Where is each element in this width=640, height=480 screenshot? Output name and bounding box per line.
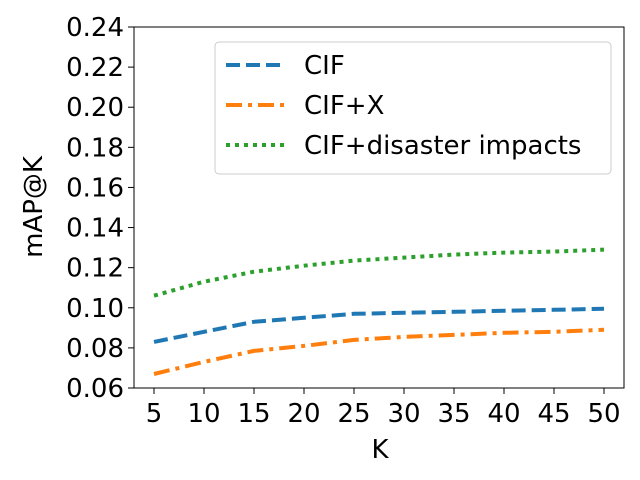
x-tick-label: 10 [187,399,220,429]
x-tick-label: 40 [487,399,520,429]
x-axis-label: K [371,435,389,465]
y-tick-label: 0.20 [66,93,124,123]
y-axis-label: mAP@K [19,155,49,258]
x-tick-label: 20 [287,399,320,429]
y-tick-label: 0.14 [66,214,124,244]
y-tick-label: 0.06 [66,374,124,404]
x-tick-label: 25 [337,399,370,429]
series-line-2 [153,327,605,376]
y-tick-label: 0.22 [66,53,124,83]
y-tick-label: 0.16 [66,173,124,203]
series-line-3 [153,247,605,298]
x-axis-ticks: 5 10 15 20 25 30 35 40 45 50 [146,388,621,429]
legend-label: CIF [304,51,345,81]
plot-border [133,26,625,389]
y-tick-label: 0.24 [66,13,124,43]
legend-label: CIF+disaster impacts [304,131,581,161]
legend-label: CIF+X [304,91,384,121]
axes-frame [133,26,625,389]
x-tick-label: 15 [237,399,270,429]
series-line-1 [153,306,605,344]
legend-box [214,41,612,175]
x-tick-label: 5 [146,399,163,429]
x-tick-label: 30 [387,399,420,429]
x-tick-label: 35 [437,399,470,429]
x-tick-label: 50 [587,399,620,429]
legend: CIF CIF+X CIF+disaster impacts [214,41,612,175]
y-tick-label: 0.10 [66,294,124,324]
x-tick-label: 45 [537,399,570,429]
y-tick-label: 0.08 [66,334,124,364]
y-tick-label: 0.18 [66,133,124,163]
y-tick-label: 0.12 [66,254,124,284]
series-lines [153,247,605,376]
y-axis-ticks: 0.06 0.08 0.10 0.12 0.14 0.16 0.18 0.20 0.22 0.24 [66,13,134,404]
